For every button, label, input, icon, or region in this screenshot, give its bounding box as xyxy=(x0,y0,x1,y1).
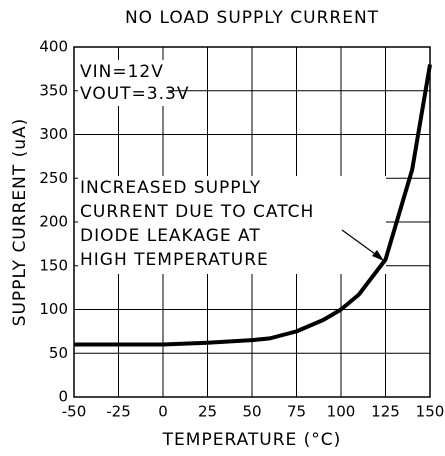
y-tick-label: 300 xyxy=(39,125,68,143)
x-tick-label: 75 xyxy=(287,403,306,421)
callout-text: DIODE LEAKAGE AT xyxy=(80,226,261,246)
y-tick-label: 150 xyxy=(39,256,68,274)
x-tick-label: 150 xyxy=(416,403,445,421)
y-tick-label: 400 xyxy=(39,38,68,56)
x-tick-label: 50 xyxy=(242,403,261,421)
x-tick-label: 100 xyxy=(327,403,356,421)
x-axis-label: TEMPERATURE (°C) xyxy=(162,430,342,450)
annotation: VOUT=3.3V xyxy=(80,84,189,104)
y-tick-label: 0 xyxy=(58,388,68,406)
plot-frame xyxy=(73,46,431,398)
chart-title: NO LOAD SUPPLY CURRENT xyxy=(125,8,379,28)
y-tick-label: 50 xyxy=(49,344,68,362)
y-tick-label: 200 xyxy=(39,213,68,231)
x-tick-label: 25 xyxy=(198,403,217,421)
x-tick-label: -50 xyxy=(62,403,87,421)
callout-text: CURRENT DUE TO CATCH xyxy=(80,202,314,222)
callout-bg xyxy=(78,176,386,274)
callout-arrowhead xyxy=(372,250,384,261)
y-axis-label: SUPPLY CURRENT (uA) xyxy=(10,118,30,327)
y-tick-label: 350 xyxy=(39,81,68,99)
x-tick-label: -25 xyxy=(106,403,131,421)
annotation: VIN=12V xyxy=(80,62,164,82)
y-tick-label: 100 xyxy=(39,300,68,318)
x-tick-label: 125 xyxy=(371,403,400,421)
callout-text: HIGH TEMPERATURE xyxy=(80,250,269,270)
x-tick-label: 0 xyxy=(158,403,168,421)
callout-text: INCREASED SUPPLY xyxy=(80,178,261,198)
annotation-bg xyxy=(78,60,168,106)
y-tick-label: 250 xyxy=(39,169,68,187)
line-series xyxy=(74,64,432,347)
